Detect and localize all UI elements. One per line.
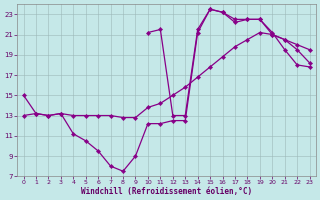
X-axis label: Windchill (Refroidissement éolien,°C): Windchill (Refroidissement éolien,°C) [81,187,252,196]
